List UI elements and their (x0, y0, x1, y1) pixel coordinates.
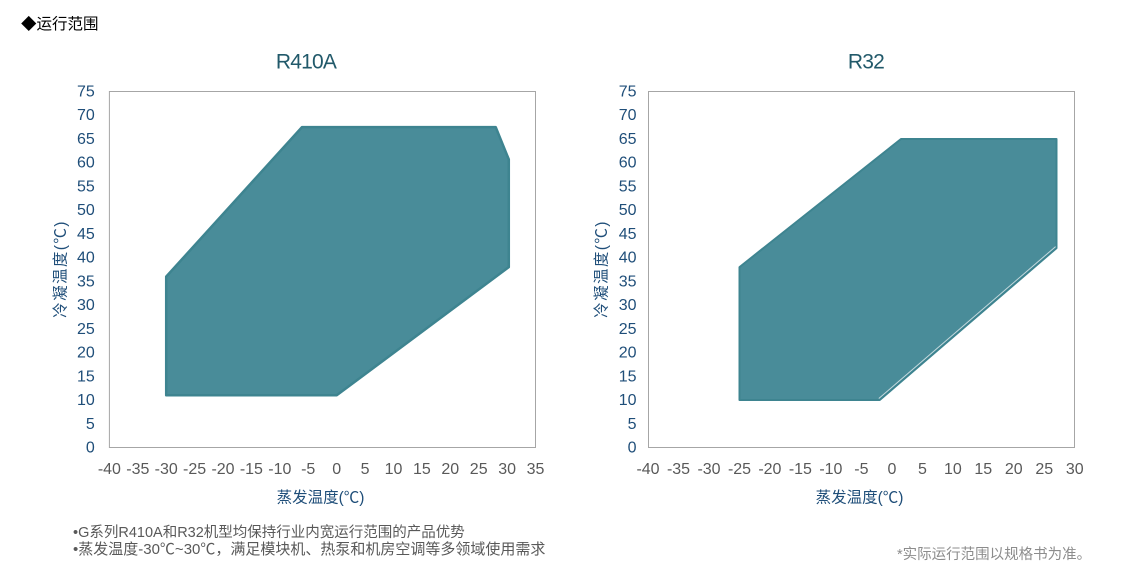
svg-text:-25: -25 (728, 461, 751, 478)
svg-text:30: 30 (498, 461, 516, 478)
svg-text:15: 15 (619, 368, 637, 385)
svg-text:40: 40 (77, 250, 95, 267)
svg-text:15: 15 (77, 368, 95, 385)
svg-text:0: 0 (86, 440, 95, 457)
svg-text:5: 5 (628, 416, 637, 433)
svg-text:R410A: R410A (276, 51, 337, 74)
svg-text:10: 10 (619, 392, 637, 409)
svg-text:-35: -35 (667, 461, 690, 478)
svg-text:-40: -40 (636, 461, 659, 478)
svg-text:20: 20 (1005, 461, 1023, 478)
svg-text:50: 50 (619, 202, 637, 219)
svg-text:35: 35 (619, 273, 637, 290)
svg-text:55: 55 (77, 178, 95, 195)
svg-text:10: 10 (77, 392, 95, 409)
svg-text:-35: -35 (126, 461, 149, 478)
svg-text:45: 45 (619, 226, 637, 243)
svg-text:65: 65 (619, 131, 637, 148)
svg-text:-25: -25 (183, 461, 206, 478)
svg-text:75: 75 (619, 84, 637, 101)
svg-text:30: 30 (77, 297, 95, 314)
svg-text:20: 20 (619, 345, 637, 362)
svg-text:0: 0 (628, 440, 637, 457)
svg-text:70: 70 (619, 107, 637, 124)
svg-text:-5: -5 (854, 461, 868, 478)
svg-text:5: 5 (918, 461, 927, 478)
svg-text:60: 60 (619, 155, 637, 172)
svg-text:15: 15 (413, 461, 431, 478)
svg-text:65: 65 (77, 131, 95, 148)
svg-text:70: 70 (77, 107, 95, 124)
svg-text:25: 25 (470, 461, 488, 478)
svg-text:-10: -10 (268, 461, 291, 478)
svg-text:-40: -40 (98, 461, 121, 478)
svg-text:25: 25 (77, 321, 95, 338)
svg-text:20: 20 (77, 345, 95, 362)
svg-text:5: 5 (361, 461, 370, 478)
svg-text:35: 35 (77, 273, 95, 290)
svg-text:-15: -15 (240, 461, 263, 478)
svg-text:30: 30 (1066, 461, 1084, 478)
svg-text:55: 55 (619, 178, 637, 195)
svg-text:15: 15 (974, 461, 992, 478)
svg-text:-20: -20 (758, 461, 781, 478)
svg-text:0: 0 (887, 461, 896, 478)
svg-text:35: 35 (527, 461, 545, 478)
svg-text:10: 10 (944, 461, 962, 478)
svg-text:45: 45 (77, 226, 95, 243)
svg-text:5: 5 (86, 416, 95, 433)
svg-text:0: 0 (332, 461, 341, 478)
svg-text:25: 25 (619, 321, 637, 338)
svg-text:-30: -30 (155, 461, 178, 478)
svg-text:蒸发温度(℃): 蒸发温度(℃) (277, 488, 365, 506)
svg-text:-10: -10 (819, 461, 842, 478)
svg-text:-20: -20 (211, 461, 234, 478)
svg-text:蒸发温度(℃): 蒸发温度(℃) (816, 488, 904, 506)
svg-text:-15: -15 (789, 461, 812, 478)
svg-text:冷凝温度(℃): 冷凝温度(℃) (593, 220, 611, 318)
svg-text:-5: -5 (301, 461, 315, 478)
svg-text:10: 10 (385, 461, 403, 478)
svg-text:30: 30 (619, 297, 637, 314)
svg-text:R32: R32 (848, 51, 884, 74)
svg-text:75: 75 (77, 84, 95, 101)
svg-text:40: 40 (619, 250, 637, 267)
svg-text:60: 60 (77, 155, 95, 172)
svg-text:20: 20 (441, 461, 459, 478)
svg-text:冷凝温度(℃): 冷凝温度(℃) (52, 220, 70, 318)
svg-text:-30: -30 (697, 461, 720, 478)
svg-text:25: 25 (1035, 461, 1053, 478)
svg-text:50: 50 (77, 202, 95, 219)
